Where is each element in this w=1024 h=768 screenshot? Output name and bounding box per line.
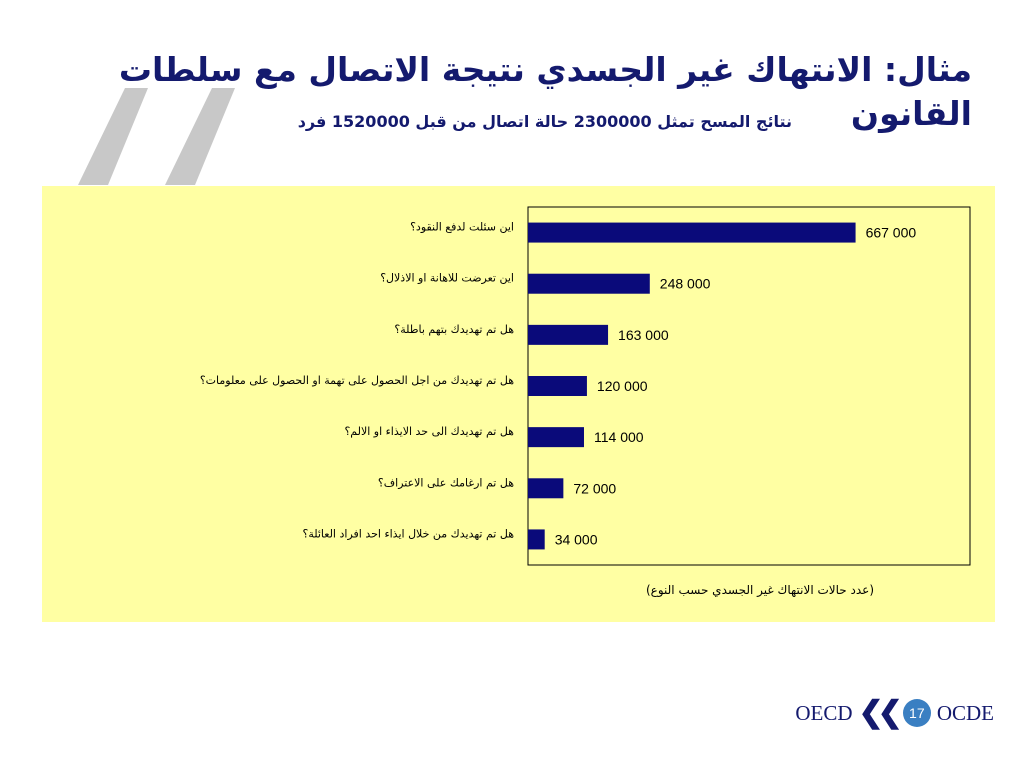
slide-subtitle: نتائج المسح تمثل 2300000 حالة اتصال من ق… — [297, 112, 792, 131]
bar-2 — [528, 273, 650, 294]
bar-value-label-5: 114 000 — [594, 429, 644, 445]
bar-value-label-1: 667 000 — [866, 225, 917, 241]
category-label-6: هل تم ارغامك على الاعتراف؟ — [378, 476, 514, 489]
logo-chevron-icon: ❮❮ — [858, 696, 903, 729]
page-number-badge: 17 — [902, 699, 931, 727]
bar-value-label-7: 34 000 — [555, 531, 598, 547]
bar-7 — [528, 529, 545, 550]
bar-value-label-2: 248 000 — [660, 276, 711, 292]
bar-value-label-6: 72 000 — [573, 480, 616, 496]
bar-5 — [528, 427, 584, 448]
category-label-4: هل تم تهديدك من اجل الحصول على تهمة او ا… — [200, 374, 514, 387]
bar-4 — [528, 376, 587, 396]
category-label-2: اين تعرضت للاهانة او الاذلال؟ — [380, 272, 514, 285]
bar-value-label-4: 120 000 — [597, 378, 648, 394]
bar-6 — [528, 478, 564, 499]
bar-1 — [528, 222, 856, 243]
bar-chart: (عدد حالات الانتهاك غير الجسدي حسب النوع… — [200, 206, 971, 598]
slide-title: مثال: الانتهاك غير الجسدي نتيجة الاتصال … — [118, 50, 972, 133]
logo-oecd-text: OECD — [795, 700, 853, 725]
decorative-quote-icon — [78, 88, 235, 185]
category-label-5: هل تم تهديدك الى حد الايذاء او الالم؟ — [344, 425, 514, 438]
category-label-1: اين سئلت لدفع النقود؟ — [410, 221, 514, 234]
category-label-7: هل تم تهديدك من خلال ايذاء احد افراد الع… — [302, 527, 514, 540]
x-axis-label: (عدد حالات الانتهاك غير الجسدي حسب النوع… — [646, 583, 874, 598]
bar-3 — [528, 324, 609, 345]
chart-panel: (عدد حالات الانتهاك غير الجسدي حسب النوع… — [42, 186, 995, 622]
plot-area-frame — [527, 206, 971, 566]
category-label-3: هل تم تهديدك بتهم باطلة؟ — [394, 323, 514, 336]
bar-value-label-3: 163 000 — [618, 327, 669, 343]
oecd-logo: OECD ❮❮ 17 OCDE — [795, 698, 994, 728]
logo-ocde-text: OCDE — [936, 700, 994, 725]
